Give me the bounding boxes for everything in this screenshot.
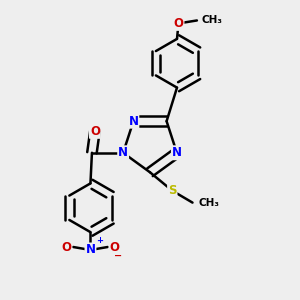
Text: N: N <box>172 146 182 159</box>
Text: S: S <box>168 184 176 197</box>
Text: O: O <box>109 241 119 254</box>
Text: O: O <box>173 17 184 30</box>
Text: N: N <box>85 244 95 256</box>
Text: +: + <box>96 236 103 244</box>
Text: −: − <box>114 250 122 261</box>
Text: CH₃: CH₃ <box>198 198 219 208</box>
Text: N: N <box>128 115 138 128</box>
Text: O: O <box>90 125 100 138</box>
Text: CH₃: CH₃ <box>201 16 222 26</box>
Text: O: O <box>62 241 72 254</box>
Text: N: N <box>118 146 128 159</box>
